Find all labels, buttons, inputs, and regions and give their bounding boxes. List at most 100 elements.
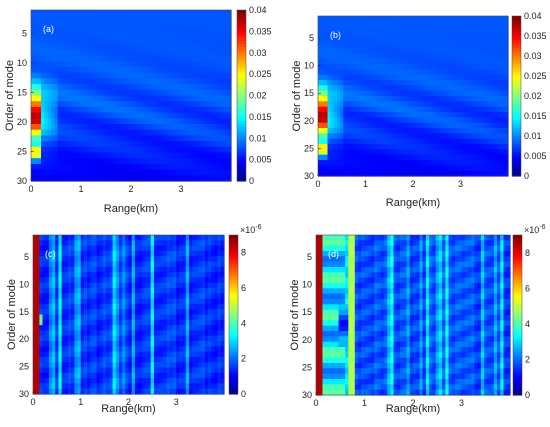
heatmap-cell (109, 261, 114, 268)
heatmap-cell (141, 135, 145, 142)
heatmap-cell (349, 53, 354, 60)
heatmap-cell (174, 129, 179, 136)
heatmap-cell (87, 44, 92, 51)
heatmap-cell (343, 138, 348, 145)
heatmap-cell (343, 144, 348, 150)
heatmap-cell (466, 154, 471, 161)
heatmap-cell (352, 122, 357, 129)
heatmap-cell (44, 163, 49, 171)
heatmap-cell (87, 101, 92, 108)
heatmap-cell (207, 27, 212, 34)
heatmap-cell (359, 32, 363, 38)
heatmap-cell (371, 53, 376, 60)
heatmap-cell (167, 61, 172, 68)
heatmap-cell (400, 160, 405, 166)
heatmap-cell (390, 165, 395, 172)
heatmap-cell (157, 256, 161, 263)
heatmap-cell (208, 335, 212, 342)
heatmap-cell (318, 16, 322, 22)
heatmap-cell (451, 144, 455, 150)
heatmap-cell (176, 314, 181, 321)
heatmap-cell (400, 133, 405, 140)
heatmap-cell (164, 84, 169, 91)
heatmap-cell (356, 80, 360, 86)
heatmap-cell (406, 144, 411, 150)
heatmap-cell (33, 272, 37, 278)
heatmap-cell (201, 146, 205, 154)
heatmap-cell (167, 129, 172, 136)
heatmap-cell (324, 128, 329, 134)
heatmap-cell (191, 141, 195, 148)
heatmap-cell (74, 49, 79, 57)
heatmap-cell (454, 128, 458, 134)
heatmap-cell (144, 67, 149, 74)
heatmap-cell (55, 272, 60, 278)
heatmap-cell (413, 96, 417, 102)
colorbar-segment (237, 41, 246, 45)
heatmap-cell (117, 72, 122, 79)
heatmap-cell (54, 135, 59, 142)
heatmap-cell (37, 175, 42, 182)
heatmap-cell (67, 158, 72, 165)
heatmap-cell (112, 325, 117, 331)
heatmap-cell (185, 330, 190, 337)
heatmap-cell (463, 37, 468, 44)
heatmap-cell (179, 330, 184, 337)
heatmap-cell (51, 21, 55, 28)
heatmap-cell (184, 163, 189, 171)
heatmap-cell (44, 135, 49, 142)
heatmap-cell (153, 319, 158, 326)
heatmap-cell (340, 165, 344, 172)
heatmap-cell (115, 245, 120, 252)
heatmap-cell (365, 21, 370, 28)
heatmap-cell (52, 325, 56, 331)
heatmap-cell (476, 117, 481, 124)
heatmap-cell (324, 149, 329, 156)
heatmap-cell (482, 37, 487, 44)
heatmap-cell (492, 138, 496, 145)
heatmap-cell (151, 44, 155, 51)
heatmap-cell (121, 95, 125, 102)
heatmap-cell (349, 160, 354, 166)
heatmap-cell (154, 49, 159, 57)
heatmap-cell (171, 89, 175, 97)
heatmap-cell (111, 152, 115, 159)
heatmap-cell (356, 144, 360, 150)
heatmap-cell (121, 55, 125, 62)
heatmap-cell (444, 96, 449, 102)
heatmap-cell (485, 64, 490, 70)
heatmap-cell (161, 44, 165, 51)
heatmap-cell (94, 112, 99, 119)
heatmap-cell (94, 163, 99, 171)
heatmap-cell (87, 78, 92, 85)
heatmap-cell (416, 42, 420, 49)
heatmap-cell (460, 58, 465, 65)
heatmap-cell (441, 90, 446, 97)
heatmap-cell (94, 124, 99, 131)
heatmap-cell (121, 38, 125, 45)
heatmap-cell (48, 235, 53, 241)
heatmap-cell (416, 21, 420, 28)
heatmap-cell (87, 49, 92, 57)
heatmap-cell (444, 42, 449, 49)
heatmap-cell (333, 138, 338, 145)
heatmap-cell (224, 67, 229, 74)
heatmap-cell (127, 175, 132, 182)
heatmap-cell (191, 106, 195, 114)
heatmap-cell (211, 106, 215, 114)
heatmap-cell (217, 89, 222, 97)
heatmap-cell (111, 141, 115, 148)
heatmap-cell (87, 112, 92, 119)
heatmap-cell (84, 67, 89, 74)
heatmap-cell (71, 163, 75, 171)
heatmap-cell (181, 124, 185, 131)
heatmap-cell (181, 95, 185, 102)
heatmap-cell (371, 85, 376, 92)
heatmap-cell (179, 288, 184, 294)
colorbar-tick-label: 0.02 (249, 91, 267, 101)
heatmap-cell (44, 101, 49, 108)
heatmap-cell (217, 38, 222, 45)
heatmap-cell (224, 15, 229, 22)
heatmap-cell (194, 44, 199, 51)
heatmap-cell (181, 175, 185, 182)
